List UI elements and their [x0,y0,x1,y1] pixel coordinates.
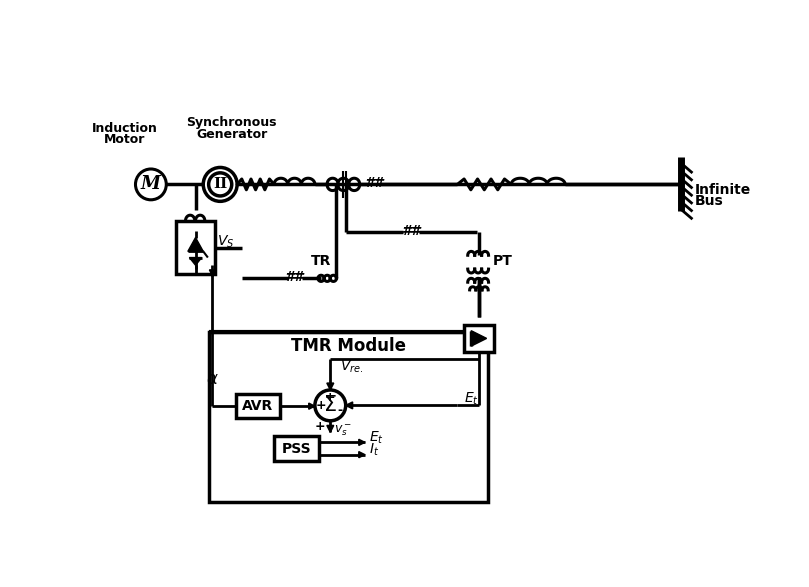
Polygon shape [358,439,365,446]
Circle shape [209,173,231,196]
Polygon shape [188,238,203,251]
Text: ##: ## [401,224,421,238]
Polygon shape [358,451,365,458]
Text: $\alpha$: $\alpha$ [206,370,219,388]
Bar [235,394,280,419]
Text: Synchronous: Synchronous [187,116,277,129]
Bar [274,436,319,461]
Text: PT: PT [493,254,513,268]
Text: ##: ## [365,176,383,190]
Text: $v_s^-$: $v_s^-$ [334,422,352,438]
Polygon shape [309,403,315,409]
Bar [176,221,215,275]
Bar [464,325,494,352]
Text: ##: ## [285,270,303,284]
Text: Induction: Induction [91,122,158,134]
Text: Motor: Motor [104,133,146,146]
Circle shape [203,167,237,201]
Bar [210,332,488,502]
Text: $V_S$: $V_S$ [217,233,235,249]
Text: +: + [316,399,326,412]
Text: TR: TR [311,254,331,268]
Text: Generator: Generator [196,128,267,141]
Polygon shape [327,383,334,390]
Polygon shape [327,426,334,433]
Text: +: + [314,420,325,433]
Text: $E_t$: $E_t$ [369,430,383,446]
Polygon shape [345,402,353,409]
Polygon shape [189,258,201,265]
Text: $V_{re.}$: $V_{re.}$ [340,359,363,375]
Text: +: + [325,391,336,404]
Text: II: II [213,177,227,191]
Text: AVR: AVR [242,399,273,413]
Polygon shape [210,270,215,276]
Text: $E_t$: $E_t$ [464,391,478,407]
Text: TMR Module: TMR Module [291,337,406,355]
Text: $\Sigma$: $\Sigma$ [324,396,337,416]
Text: M: M [141,176,161,193]
Text: PSS: PSS [282,441,311,456]
Text: -: - [337,403,342,417]
Text: $I_t$: $I_t$ [369,442,379,458]
Polygon shape [471,330,486,346]
Text: Infinite: Infinite [694,183,751,197]
Circle shape [315,390,345,421]
Circle shape [135,169,167,200]
Text: Bus: Bus [694,194,723,208]
